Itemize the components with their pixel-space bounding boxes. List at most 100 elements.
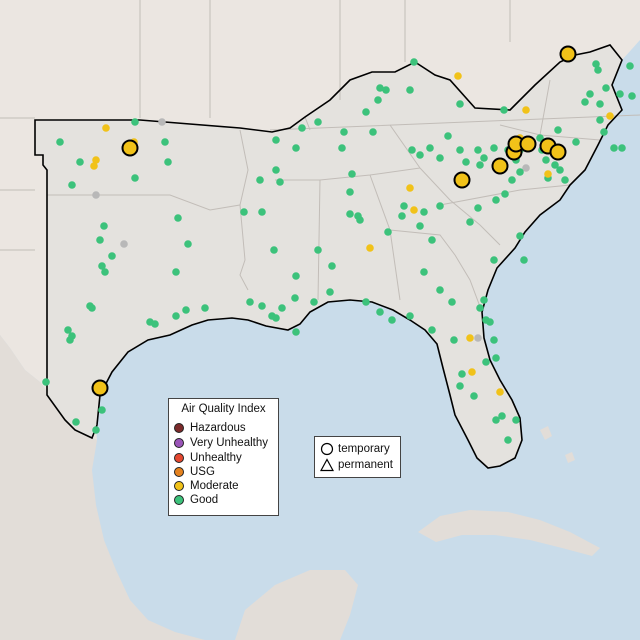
moderate-swatch: [174, 481, 184, 491]
monitor-good-33: [278, 304, 286, 312]
monitor-no-data-3: [522, 164, 530, 172]
monitor-good-37: [270, 246, 278, 254]
monitor-no-data-4: [474, 334, 482, 342]
monitor-good-15: [96, 236, 104, 244]
very-unhealthy-swatch: [174, 438, 184, 448]
monitor-good-142: [556, 166, 564, 174]
legend-item-very-unhealthy: Very Unhealthy: [174, 436, 268, 450]
monitor-no-data-2: [158, 118, 166, 126]
monitor-good-43: [292, 144, 300, 152]
legend-item-good: Good: [174, 493, 218, 507]
monitor-good-34: [291, 294, 299, 302]
monitor-moderate-161: [606, 112, 614, 120]
monitor-good-90: [626, 62, 634, 70]
monitor-good-80: [572, 138, 580, 146]
legend-label-hazardous: Hazardous: [190, 422, 246, 434]
monitor-good-70: [474, 146, 482, 154]
legend-label-good: Good: [190, 494, 219, 506]
monitor-good-101: [436, 202, 444, 210]
legend-item-permanent: permanent: [320, 458, 393, 472]
monitor-good-30: [258, 302, 266, 310]
monitor-good-99: [474, 204, 482, 212]
monitor-good-72: [480, 154, 488, 162]
monitor-good-102: [428, 236, 436, 244]
monitor-good-88: [602, 84, 610, 92]
mexico-landmass: [0, 335, 205, 640]
monitor-good-14: [100, 222, 108, 230]
legend-label-unhealthy: Unhealthy: [190, 452, 242, 464]
monitor-good-51: [346, 210, 354, 218]
monitor-good-53: [356, 216, 364, 224]
monitor-good-120: [456, 382, 464, 390]
monitor-temporary-moderate-169: [519, 135, 537, 153]
monitor-good-87: [594, 66, 602, 74]
monitor-good-115: [490, 336, 498, 344]
monitor-good-49: [348, 170, 356, 178]
monitor-good-103: [420, 208, 428, 216]
monitor-good-136: [240, 208, 248, 216]
monitor-good-82: [586, 90, 594, 98]
monitor-good-17: [101, 268, 109, 276]
bahamas: [540, 426, 575, 463]
monitor-temporary-moderate-166: [491, 157, 509, 175]
monitor-good-39: [256, 176, 264, 184]
monitor-good-55: [340, 128, 348, 136]
monitor-good-48: [338, 144, 346, 152]
monitor-good-97: [501, 190, 509, 198]
monitor-good-63: [416, 151, 424, 159]
monitor-good-40: [272, 166, 280, 174]
monitor-good-85: [600, 128, 608, 136]
monitor-good-140: [92, 426, 100, 434]
monitor-temporary-moderate-162: [121, 139, 139, 157]
monitor-good-9: [131, 174, 139, 182]
monitor-moderate-148: [92, 156, 100, 164]
monitor-good-116: [492, 354, 500, 362]
monitor-good-44: [298, 124, 306, 132]
monitor-moderate-153: [522, 106, 530, 114]
monitor-moderate-151: [410, 206, 418, 214]
monitor-good-139: [72, 418, 80, 426]
monitor-good-96: [508, 176, 516, 184]
legend-label-very-unhealthy: Very Unhealthy: [190, 437, 268, 449]
monitor-good-118: [450, 336, 458, 344]
monitor-good-36: [292, 272, 300, 280]
monitor-moderate-155: [406, 184, 414, 192]
triangle-icon: [320, 458, 334, 472]
monitor-good-26: [172, 312, 180, 320]
monitor-good-6: [68, 181, 76, 189]
monitor-good-50: [346, 188, 354, 196]
monitor-moderate-154: [454, 72, 462, 80]
monitor-good-95: [516, 168, 524, 176]
legend-item-usg: USG: [174, 465, 215, 479]
unhealthy-swatch: [174, 453, 184, 463]
aqi-legend: Air Quality Index Hazardous Very Unhealt…: [168, 398, 279, 516]
monitor-good-35: [292, 328, 300, 336]
legend-label-permanent: permanent: [338, 459, 393, 471]
monitor-good-18: [108, 252, 116, 260]
monitor-moderate-160: [496, 388, 504, 396]
monitor-markers: [42, 45, 636, 444]
yucatan-peninsula: [235, 570, 358, 640]
monitor-good-112: [480, 296, 488, 304]
monitor-no-data-0: [92, 191, 100, 199]
monitor-good-119: [458, 370, 466, 378]
monitor-good-11: [164, 158, 172, 166]
monitor-moderate-152: [366, 244, 374, 252]
good-swatch: [174, 495, 184, 505]
monitor-good-65: [436, 154, 444, 162]
monitor-moderate-158: [466, 334, 474, 342]
legend-item-moderate: Moderate: [174, 479, 239, 493]
circle-icon: [320, 442, 334, 456]
monitor-good-93: [618, 144, 626, 152]
monitor-good-91: [628, 92, 636, 100]
legend-item-hazardous: Hazardous: [174, 421, 246, 435]
monitor-good-67: [456, 100, 464, 108]
monitor-good-133: [362, 298, 370, 306]
monitor-good-77: [542, 156, 550, 164]
monitor-good-138: [42, 378, 50, 386]
monitor-good-41: [276, 178, 284, 186]
monitor-good-5: [56, 138, 64, 146]
monitor-good-117: [482, 358, 490, 366]
monitor-good-127: [490, 256, 498, 264]
